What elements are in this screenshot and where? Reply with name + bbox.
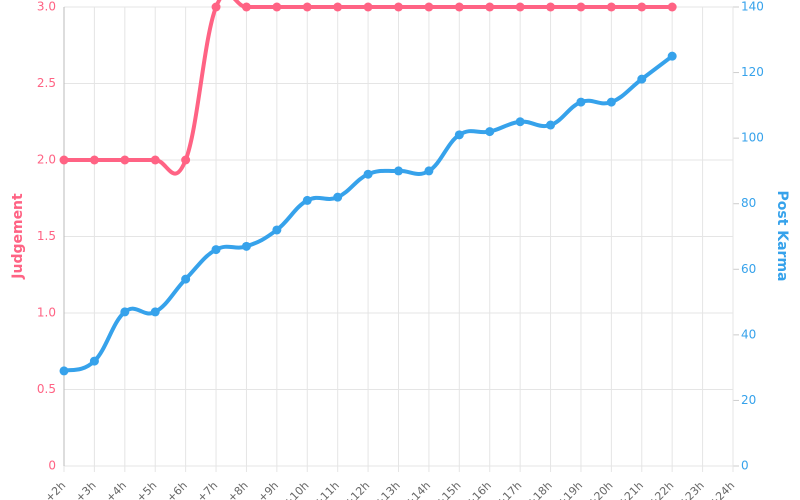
- data-point: [424, 166, 434, 176]
- data-point: [394, 166, 403, 176]
- data-point: [150, 307, 160, 317]
- data-point: [241, 2, 251, 12]
- data-point: [606, 97, 616, 107]
- y2-tick-label: 120: [741, 65, 764, 79]
- data-point: [181, 155, 191, 165]
- x-tick-label: +19h: [555, 479, 586, 500]
- y-tick-label: 2.0: [37, 153, 56, 167]
- y2-tick-label: 140: [741, 0, 764, 14]
- data-point: [120, 307, 130, 317]
- data-point: [485, 127, 495, 137]
- data-point: [546, 120, 556, 130]
- data-point: [150, 155, 160, 165]
- data-point: [485, 2, 495, 12]
- x-tick-label: +4h: [103, 479, 129, 500]
- x-tick-label: +21h: [615, 479, 646, 500]
- x-tick-label: +5h: [134, 479, 160, 500]
- data-point: [302, 2, 312, 12]
- x-tick-label: +7h: [195, 479, 221, 500]
- x-tick-label: +22h: [646, 479, 677, 500]
- y-tick-label: 0.5: [37, 382, 56, 396]
- y-tick-label: 2.5: [37, 76, 56, 90]
- y-tick-label: 3.0: [37, 0, 56, 14]
- data-point: [667, 51, 677, 61]
- data-point: [576, 97, 586, 107]
- x-tick-label: +12h: [342, 479, 373, 500]
- x-tick-label: +9h: [256, 479, 282, 500]
- data-point: [272, 225, 282, 235]
- data-point: [333, 192, 343, 202]
- data-point: [363, 169, 373, 179]
- x-tick-label: +18h: [524, 479, 555, 500]
- data-point: [637, 2, 647, 12]
- data-point: [89, 356, 99, 366]
- data-point: [394, 2, 403, 12]
- y2-tick-label: 0: [741, 459, 749, 473]
- x-tick-label: +13h: [372, 479, 403, 500]
- y2-axis-title: Post Karma: [774, 190, 790, 281]
- y2-tick-label: 100: [741, 131, 764, 145]
- data-point: [89, 155, 99, 165]
- data-point: [241, 241, 251, 251]
- x-tick-label: +3h: [73, 479, 99, 500]
- data-point: [59, 155, 69, 165]
- y-tick-label: 0: [48, 459, 56, 473]
- data-point: [454, 2, 464, 12]
- data-point: [576, 2, 586, 12]
- data-point: [333, 2, 343, 12]
- data-point: [211, 2, 221, 12]
- x-tick-label: +24h: [707, 479, 738, 500]
- data-point: [546, 2, 556, 12]
- series-line: [63, 0, 673, 176]
- y-tick-label: 1.5: [37, 229, 56, 243]
- x-tick-label: +6h: [164, 479, 190, 500]
- x-tick-label: +2h: [43, 479, 69, 500]
- data-point: [120, 155, 130, 165]
- x-tick-label: +8h: [225, 479, 251, 500]
- y-axis-title: Judgement: [10, 193, 26, 280]
- x-tick-label: +16h: [463, 479, 494, 500]
- x-tick-label: +17h: [494, 479, 525, 500]
- y2-tick-label: 20: [741, 393, 756, 407]
- x-tick-label: +14h: [403, 479, 434, 500]
- data-point: [272, 2, 282, 12]
- data-point: [637, 74, 647, 84]
- y2-tick-label: 60: [741, 262, 756, 276]
- x-tick-label: +23h: [676, 479, 707, 500]
- data-point: [59, 366, 69, 376]
- data-point: [667, 2, 677, 12]
- data-point: [515, 2, 525, 12]
- data-point: [363, 2, 373, 12]
- y2-tick-label: 40: [741, 327, 756, 341]
- x-tick-label: +15h: [433, 479, 464, 500]
- x-tick-label: +11h: [311, 479, 342, 500]
- y-tick-label: 1.0: [37, 306, 56, 320]
- data-point: [454, 130, 464, 140]
- data-point: [181, 274, 191, 284]
- x-tick-label: +20h: [585, 479, 616, 500]
- x-tick-label: +10h: [281, 479, 312, 500]
- data-point: [302, 195, 312, 205]
- data-point: [211, 245, 221, 255]
- data-point: [424, 2, 434, 12]
- data-point: [515, 117, 525, 127]
- data-point: [606, 2, 616, 12]
- y2-tick-label: 80: [741, 196, 756, 210]
